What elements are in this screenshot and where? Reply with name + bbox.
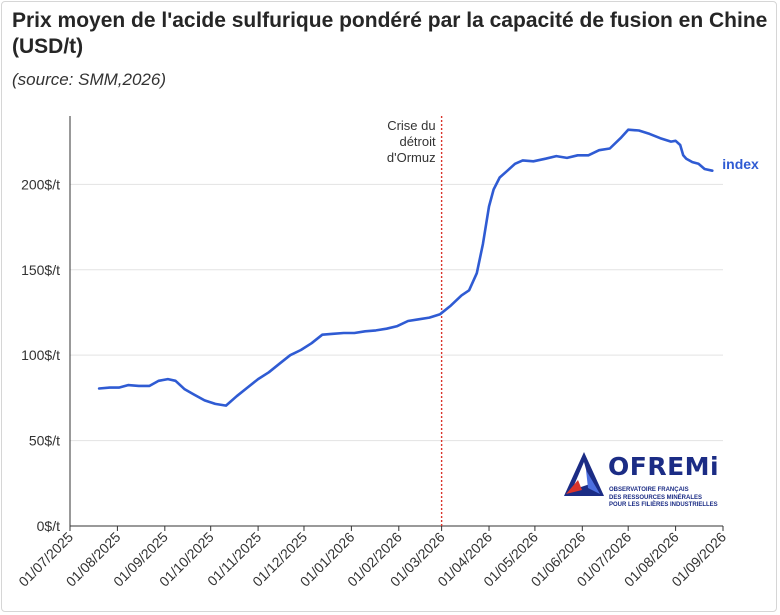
ofremi-mark-icon bbox=[564, 452, 604, 496]
series-line-index bbox=[97, 128, 714, 407]
chart-title: Prix moyen de l'acide sulfurique pondéré… bbox=[12, 9, 768, 58]
series-label: index bbox=[722, 156, 759, 172]
chart-subtitle: (source: SMM,2026) bbox=[12, 70, 166, 89]
y-tick-label: 200$/t bbox=[21, 176, 60, 192]
logo-name: OFREMi bbox=[608, 452, 720, 481]
logo-tagline: OBSERVATOIRE FRANÇAIS DES RESSOURCES MIN… bbox=[609, 487, 718, 508]
ofremi-logo: OFREMi OBSERVATOIRE FRANÇAIS DES RESSOUR… bbox=[560, 446, 730, 516]
event-label: Crise du détroit d'Ormuz bbox=[387, 118, 436, 165]
y-tick-label: 50$/t bbox=[29, 433, 60, 449]
y-tick-label: 150$/t bbox=[21, 262, 60, 278]
y-tick-label: 0$/t bbox=[37, 518, 60, 534]
y-tick-label: 100$/t bbox=[21, 347, 60, 363]
